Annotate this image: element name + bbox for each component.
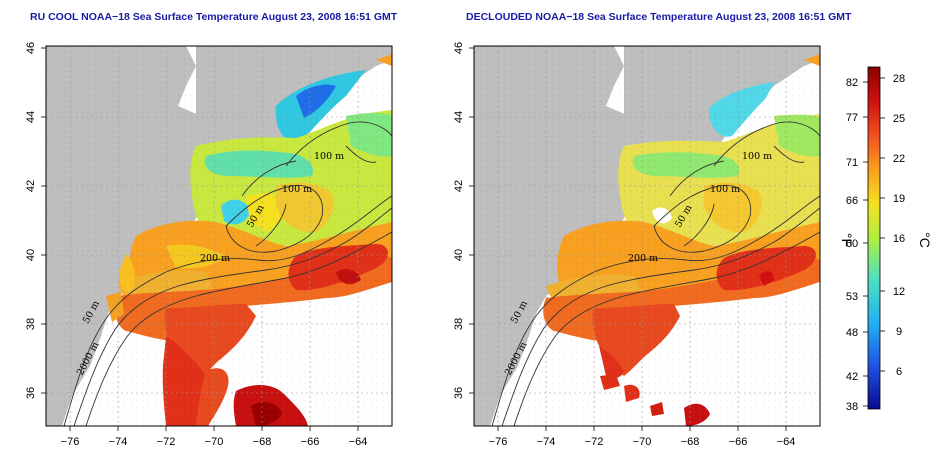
contour-label-100m-b: 100 m [282,184,312,195]
colorbar-f-tick-5: 53 [846,291,858,303]
y-tick-left-5: 46 [25,42,37,54]
colorbar-fahrenheit-label: °F [839,233,855,247]
colorbar-f-tick-6: 48 [846,327,858,339]
colorbar-c-tick-2: 22 [893,153,905,165]
right-axes: −76 −74 −72 −70 −68 −66 −64 36 38 40 42 … [453,42,795,448]
contour-label-100m-a: 100 m [314,151,344,162]
colorbar-c-tick-7: 6 [896,366,902,378]
y-tick-left-4: 44 [25,111,37,123]
left-axes: −76 −74 −72 −70 −68 −66 −64 36 38 40 42 … [25,42,367,448]
x-tick-right-4: −68 [681,436,700,448]
colorbar-c-tick-4: 16 [893,233,905,245]
x-tick-left-0: −76 [61,436,80,448]
contour-label-100m-b: 100 m [710,184,740,195]
map-declouded: 100 m 100 m 50 m 200 m 50 m 2000 m [473,45,821,427]
contour-label-200m: 200 m [200,253,230,264]
contour-label-100m-a: 100 m [742,151,772,162]
colorbar-c-tick-6: 9 [896,326,902,338]
y-tick-left-2: 40 [25,249,37,261]
x-tick-right-3: −70 [633,436,652,448]
x-tick-right-5: −66 [729,436,748,448]
map-title-ru-cool: RU COOL NOAA−18 Sea Surface Temperature … [30,11,398,23]
x-tick-left-2: −72 [157,436,176,448]
x-tick-left-4: −68 [253,436,272,448]
x-tick-left-3: −70 [205,436,224,448]
x-tick-right-0: −76 [489,436,508,448]
x-tick-right-2: −72 [585,436,604,448]
x-tick-right-6: −64 [777,436,796,448]
colorbar-c-tick-1: 25 [893,113,905,125]
y-tick-right-4: 44 [453,111,465,123]
colorbar-celsius-label: °C [917,232,933,248]
y-tick-right-0: 36 [453,387,465,399]
sst-field-left [46,46,393,426]
colorbar-f-tick-8: 38 [846,401,858,413]
colorbar-c-tick-5: 12 [893,286,905,298]
contour-label-200m: 200 m [628,253,658,264]
x-tick-left-6: −64 [349,436,368,448]
x-tick-left-1: −74 [109,436,128,448]
colorbar-f-tick-0: 82 [846,77,858,89]
y-tick-left-3: 42 [25,180,37,192]
y-tick-right-3: 42 [453,180,465,192]
y-tick-right-5: 46 [453,42,465,54]
colorbar-c-tick-3: 19 [893,193,905,205]
x-tick-left-5: −66 [301,436,320,448]
y-tick-left-1: 38 [25,318,37,330]
colorbar-f-tick-7: 42 [846,371,858,383]
colorbar: 82 77 71 66 60 53 48 42 38 28 25 22 19 1… [839,66,933,413]
sst-field-right [474,46,820,426]
map-ru-cool: 100 m 100 m 50 m 200 m 50 m 2000 m [45,45,393,427]
y-tick-right-1: 38 [453,318,465,330]
colorbar-gradient [867,66,881,410]
colorbar-f-tick-3: 66 [846,195,858,207]
colorbar-f-tick-2: 71 [846,157,858,169]
y-tick-right-2: 40 [453,249,465,261]
map-title-declouded: DECLOUDED NOAA−18 Sea Surface Temperatur… [466,11,852,23]
colorbar-f-tick-1: 77 [846,112,858,124]
x-tick-right-1: −74 [537,436,556,448]
y-tick-left-0: 36 [25,387,37,399]
colorbar-c-tick-0: 28 [893,73,905,85]
colorbar-f-tick-4: 60 [846,238,858,250]
